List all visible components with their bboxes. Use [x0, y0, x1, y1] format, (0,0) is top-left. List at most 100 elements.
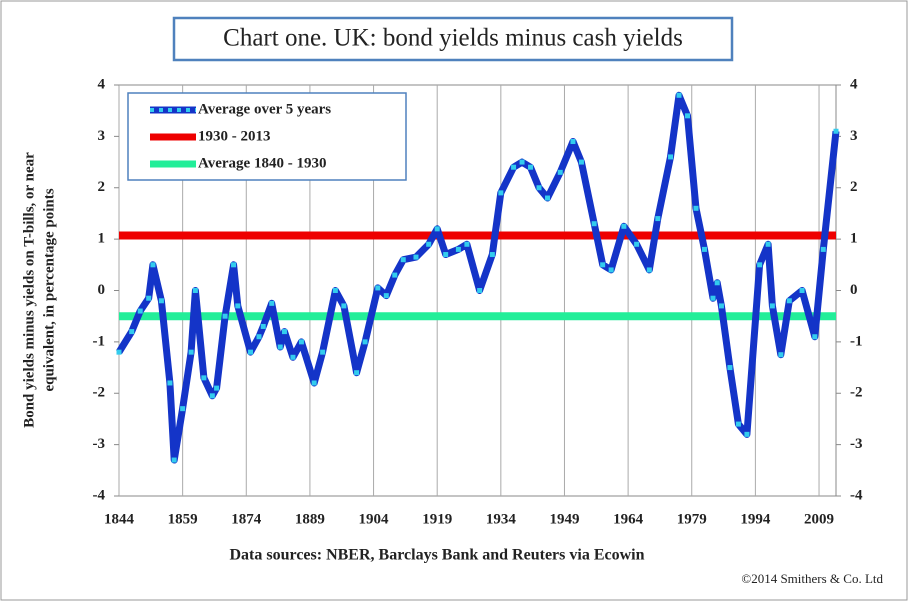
- marker: [209, 393, 215, 399]
- marker: [621, 223, 627, 229]
- marker: [171, 457, 177, 463]
- marker: [833, 128, 839, 134]
- y-tick-label: 3: [98, 128, 106, 144]
- marker: [231, 262, 237, 268]
- y-axis-label: equivalent, in percentage points: [41, 188, 57, 391]
- legend-label: Average over 5 years: [198, 101, 331, 117]
- marker: [820, 246, 826, 252]
- marker: [757, 262, 763, 268]
- y2-tick-label: 0: [850, 282, 858, 298]
- y-tick-label: -1: [93, 333, 106, 349]
- x-tick-label: 2009: [804, 511, 834, 527]
- marker: [608, 267, 614, 273]
- y-tick-label: -2: [93, 385, 106, 401]
- marker: [710, 295, 716, 301]
- marker: [434, 226, 440, 232]
- y2-tick-label: 4: [850, 76, 858, 92]
- marker: [578, 159, 584, 165]
- marker: [269, 300, 275, 306]
- y-tick-label: 4: [98, 76, 106, 92]
- x-tick-label: 1874: [231, 511, 262, 527]
- x-tick-label: 1904: [359, 511, 390, 527]
- marker: [290, 354, 296, 360]
- title-box: [172, 16, 734, 62]
- marker: [676, 92, 682, 98]
- marker: [718, 303, 724, 309]
- x-tick-label: 1919: [422, 511, 452, 527]
- marker: [400, 257, 406, 263]
- marker: [150, 262, 156, 268]
- marker: [354, 370, 360, 376]
- y2-tick-label: -3: [850, 436, 863, 452]
- y2-tick-label: -1: [850, 333, 863, 349]
- marker: [158, 298, 164, 304]
- marker: [392, 272, 398, 278]
- marker: [332, 288, 338, 293]
- marker: [685, 113, 691, 119]
- x-tick-label: 1949: [549, 511, 579, 527]
- marker: [320, 349, 326, 355]
- marker: [765, 241, 771, 247]
- y-tick-label: -3: [93, 436, 106, 452]
- marker: [812, 334, 818, 340]
- marker: [600, 262, 606, 268]
- marker: [668, 154, 674, 160]
- y2-tick-label: 1: [850, 231, 858, 247]
- y2-tick-label: -4: [850, 487, 863, 503]
- y-tick-label: 1: [98, 231, 106, 247]
- y-tick-label: -4: [93, 487, 106, 503]
- y-tick-label: 2: [98, 179, 106, 195]
- marker: [778, 352, 784, 358]
- marker: [192, 288, 198, 293]
- x-tick-label: 1844: [104, 511, 135, 527]
- y2-tick-label: 2: [850, 179, 858, 195]
- marker: [248, 349, 254, 355]
- marker: [769, 303, 775, 309]
- marker: [188, 349, 194, 355]
- marker: [701, 246, 707, 252]
- marker: [311, 380, 317, 386]
- marker: [167, 380, 173, 386]
- chart-title: Chart one. UK: bond yields minus cash yi…: [223, 25, 683, 52]
- marker: [727, 365, 733, 371]
- marker: [129, 329, 135, 335]
- x-tick-label: 1889: [295, 511, 325, 527]
- y2-tick-label: -2: [850, 385, 863, 401]
- marker: [536, 185, 542, 191]
- marker: [455, 246, 461, 252]
- marker: [498, 190, 504, 196]
- marker: [477, 288, 483, 293]
- marker: [634, 241, 640, 247]
- marker: [655, 216, 661, 222]
- x-tick-label: 1994: [740, 511, 771, 527]
- marker: [180, 406, 186, 412]
- source-note: Data sources: NBER, Barclays Bank and Re…: [230, 547, 645, 564]
- marker: [222, 313, 228, 319]
- marker: [489, 252, 495, 258]
- marker: [137, 308, 143, 314]
- x-tick-label: 1979: [677, 511, 707, 527]
- marker: [570, 139, 576, 145]
- y-tick-label: 0: [98, 282, 106, 298]
- marker: [714, 280, 720, 286]
- y2-tick-label: 3: [850, 128, 858, 144]
- marker: [511, 164, 517, 170]
- x-tick-label: 1964: [613, 511, 644, 527]
- x-tick-label: 1934: [486, 511, 517, 527]
- marker: [591, 221, 597, 227]
- marker: [786, 298, 792, 304]
- marker: [693, 205, 699, 211]
- marker: [519, 159, 525, 165]
- marker: [646, 267, 652, 273]
- legend-label: Average 1840 - 1930: [198, 155, 326, 171]
- marker: [375, 285, 381, 291]
- marker: [383, 293, 389, 299]
- marker: [735, 421, 741, 427]
- marker: [260, 323, 266, 329]
- marker: [298, 339, 304, 345]
- marker: [201, 375, 207, 381]
- marker: [214, 385, 220, 391]
- marker: [362, 339, 368, 345]
- marker: [116, 349, 122, 355]
- legend-label: 1930 - 2013: [198, 128, 271, 144]
